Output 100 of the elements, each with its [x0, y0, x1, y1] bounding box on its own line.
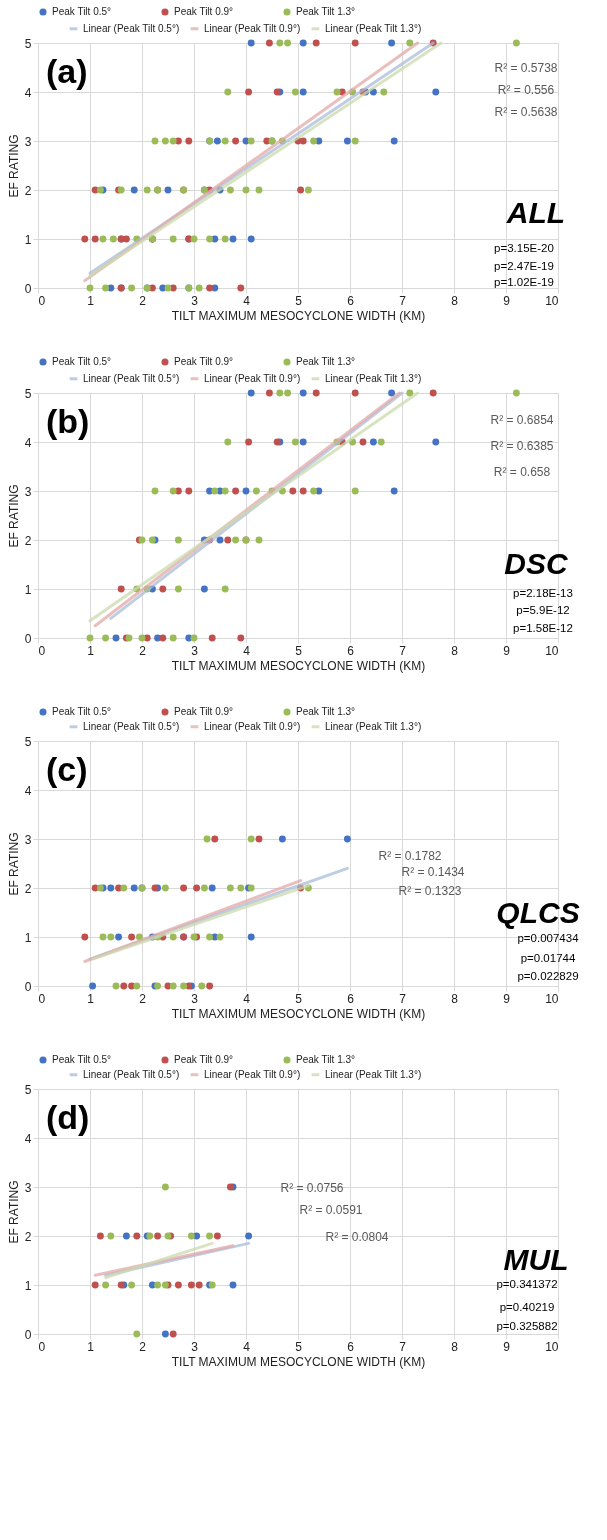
x-axis-title: TILT MAXIMUM MESOCYCLONE WIDTH (KM): [171, 658, 426, 673]
legend-label: Linear (Peak Tilt 0.9°): [204, 720, 301, 732]
y-tick-label: 2: [24, 183, 32, 198]
annotation: (c): [46, 750, 88, 788]
y-tick-label: 2: [24, 881, 32, 896]
y-tick-label: 2: [24, 1229, 32, 1244]
x-tick-label: 3: [191, 1339, 199, 1354]
y-tick-label: 0: [24, 631, 32, 646]
y-axis-title: EF RATING: [6, 134, 21, 198]
annotation: R² = 0.0591: [299, 1203, 363, 1217]
x-tick-label: 4: [243, 643, 251, 658]
x-tick-label: 5: [295, 1339, 303, 1354]
x-tick-label: 0: [38, 1339, 46, 1354]
x-tick-label: 0: [38, 643, 46, 658]
legend-label: Peak Tilt 1.3°: [296, 1054, 356, 1065]
y-tick-label: 3: [24, 832, 32, 847]
x-tick-label: 5: [295, 991, 303, 1006]
y-tick-label: 1: [24, 582, 32, 597]
annotation: R² = 0.658: [493, 465, 551, 479]
legend-label: Peak Tilt 0.5°: [52, 356, 112, 367]
y-tick-label: 0: [24, 281, 32, 296]
annotation: p=0.022829: [517, 970, 579, 982]
legend-label: Linear (Peak Tilt 0.9°): [204, 372, 301, 384]
x-tick-label: 10: [545, 293, 559, 308]
annotation: R² = 0.556: [497, 83, 555, 97]
legend-label: Peak Tilt 0.5°: [52, 1054, 112, 1065]
annotation: R² = 0.5738: [494, 61, 558, 75]
x-tick-label: 2: [139, 991, 147, 1006]
y-tick-label: 3: [24, 484, 32, 499]
y-tick-label: 1: [24, 232, 32, 247]
x-tick-label: 7: [399, 643, 407, 658]
annotation: R² = 0.1323: [398, 884, 462, 898]
y-tick-label: 4: [24, 435, 32, 450]
y-tick-label: 4: [24, 783, 32, 798]
legend-label: Linear (Peak Tilt 1.3°): [325, 22, 422, 34]
y-tick-label: 0: [24, 1327, 32, 1342]
x-axis-title: TILT MAXIMUM MESOCYCLONE WIDTH (KM): [171, 1354, 426, 1369]
legend-label: Linear (Peak Tilt 0.5°): [83, 22, 180, 34]
x-tick-label: 1: [87, 1339, 95, 1354]
x-tick-label: 9: [503, 643, 511, 658]
annotation: MUL: [503, 1243, 569, 1276]
annotation: ALL: [505, 196, 566, 229]
y-tick-label: 5: [24, 36, 32, 51]
y-tick-label: 1: [24, 930, 32, 945]
x-tick-label: 7: [399, 991, 407, 1006]
x-axis-title: TILT MAXIMUM MESOCYCLONE WIDTH (KM): [171, 308, 426, 323]
x-tick-label: 10: [545, 991, 559, 1006]
x-tick-label: 6: [347, 293, 355, 308]
y-axis-title: EF RATING: [6, 832, 21, 896]
x-tick-label: 10: [545, 1339, 559, 1354]
legend-label: Peak Tilt 0.9°: [174, 1054, 234, 1065]
legend-label: Linear (Peak Tilt 0.5°): [83, 720, 180, 732]
legend-label: Peak Tilt 1.3°: [296, 706, 356, 717]
annotation: R² = 0.1782: [378, 849, 442, 863]
y-tick-label: 4: [24, 1131, 32, 1146]
annotation: p=1.02E-19: [494, 276, 554, 288]
annotation: p=5.9E-12: [516, 604, 570, 616]
legend-label: Linear (Peak Tilt 0.5°): [83, 372, 180, 384]
y-tick-label: 5: [24, 386, 32, 401]
x-tick-label: 6: [347, 643, 355, 658]
x-tick-label: 3: [191, 643, 199, 658]
annotation: R² = 0.5638: [494, 105, 558, 119]
x-tick-label: 4: [243, 293, 251, 308]
annotation: R² = 0.6385: [490, 439, 554, 453]
x-tick-label: 6: [347, 1339, 355, 1354]
annotation: R² = 0.1434: [401, 865, 465, 879]
x-tick-label: 3: [191, 991, 199, 1006]
y-tick-label: 5: [24, 1082, 32, 1097]
legend-label: Peak Tilt 1.3°: [296, 356, 356, 367]
x-tick-label: 1: [87, 643, 95, 658]
y-tick-label: 5: [24, 734, 32, 749]
x-tick-label: 1: [87, 991, 95, 1006]
x-tick-label: 3: [191, 293, 199, 308]
x-tick-label: 9: [503, 293, 511, 308]
annotation: p=3.15E-20: [494, 242, 554, 254]
x-tick-label: 9: [503, 1339, 511, 1354]
x-tick-label: 8: [451, 293, 459, 308]
legend-label: Linear (Peak Tilt 0.9°): [204, 22, 301, 34]
legend-label: Peak Tilt 0.9°: [174, 706, 234, 717]
x-tick-label: 2: [139, 643, 147, 658]
x-tick-label: 8: [451, 1339, 459, 1354]
annotation: (a): [46, 52, 88, 90]
legend-label: Linear (Peak Tilt 1.3°): [325, 372, 422, 384]
legend-label: Peak Tilt 0.9°: [174, 6, 234, 17]
legend-label: Linear (Peak Tilt 1.3°): [325, 720, 422, 732]
x-tick-label: 5: [295, 293, 303, 308]
legend-label: Peak Tilt 0.5°: [52, 706, 112, 717]
x-tick-label: 8: [451, 643, 459, 658]
legend-label: Linear (Peak Tilt 0.9°): [204, 1068, 301, 1080]
y-tick-label: 4: [24, 85, 32, 100]
annotation: R² = 0.0756: [280, 1181, 344, 1195]
legend-label: Linear (Peak Tilt 0.5°): [83, 1068, 180, 1080]
x-tick-label: 2: [139, 293, 147, 308]
y-tick-label: 3: [24, 134, 32, 149]
annotation: p=1.58E-12: [513, 622, 573, 634]
legend-label: Linear (Peak Tilt 1.3°): [325, 1068, 422, 1080]
x-tick-label: 10: [545, 643, 559, 658]
y-tick-label: 2: [24, 533, 32, 548]
legend-label: Peak Tilt 0.5°: [52, 6, 112, 17]
x-tick-label: 8: [451, 991, 459, 1006]
